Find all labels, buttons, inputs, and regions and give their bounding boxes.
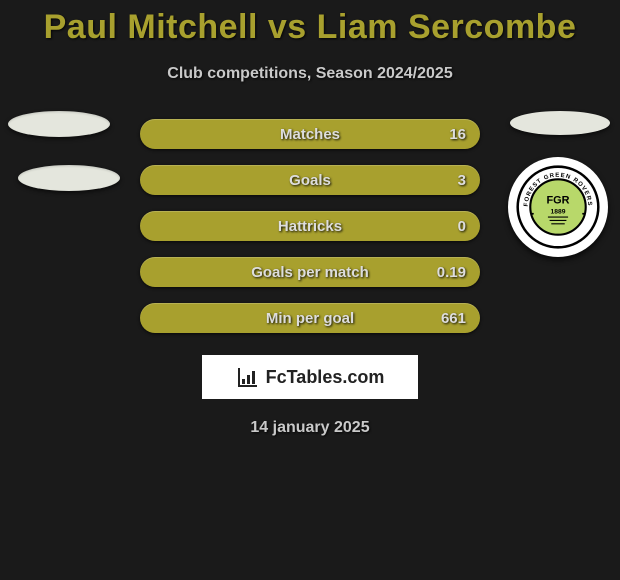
stat-pill-mpg: Min per goal 661 (140, 303, 480, 333)
stat-bars: Matches 16 Goals 3 Hattricks 0 Goals per… (0, 111, 620, 341)
stat-pill-gpm: Goals per match 0.19 (140, 257, 480, 287)
stat-label: Goals (289, 172, 331, 189)
stat-value-right: 661 (441, 310, 466, 327)
page-title: Paul Mitchell vs Liam Sercombe (0, 0, 620, 47)
stat-value-right: 0.19 (437, 264, 466, 281)
stat-row: Goals 3 (0, 157, 620, 203)
stat-row: Matches 16 (0, 111, 620, 157)
comparison-arena: FOREST GREEN ROVERS FGR 1889 Matches 16 … (0, 111, 620, 341)
stat-pill-matches: Matches 16 (140, 119, 480, 149)
stat-label: Matches (280, 126, 340, 143)
stat-row: Goals per match 0.19 (0, 249, 620, 295)
stat-label: Hattricks (278, 218, 342, 235)
page-subtitle: Club competitions, Season 2024/2025 (0, 65, 620, 83)
stat-row: Min per goal 661 (0, 295, 620, 341)
snapshot-date: 14 january 2025 (0, 419, 620, 437)
source-logo: FcTables.com (202, 355, 418, 399)
stat-label: Goals per match (251, 264, 369, 281)
stat-value-right: 16 (449, 126, 466, 143)
stat-value-right: 0 (458, 218, 466, 235)
stat-pill-goals: Goals 3 (140, 165, 480, 195)
stat-pill-hattricks: Hattricks 0 (140, 211, 480, 241)
stat-label: Min per goal (266, 310, 354, 327)
stat-row: Hattricks 0 (0, 203, 620, 249)
logo-text: FcTables.com (266, 367, 385, 388)
stat-value-right: 3 (458, 172, 466, 189)
bar-chart-icon (236, 365, 260, 389)
